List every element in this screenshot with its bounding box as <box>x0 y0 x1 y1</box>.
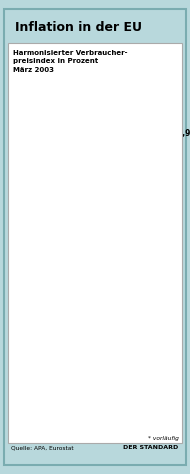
Text: Luxemburg: Luxemburg <box>22 184 62 190</box>
FancyBboxPatch shape <box>64 145 153 158</box>
FancyBboxPatch shape <box>64 198 148 211</box>
Text: Portugal: Portugal <box>33 166 62 172</box>
Text: Irland: Irland <box>42 131 62 137</box>
FancyBboxPatch shape <box>64 392 101 405</box>
Text: Großbritann.: Großbritann. <box>17 395 62 401</box>
Text: Inflation in der EU: Inflation in der EU <box>15 21 142 34</box>
FancyBboxPatch shape <box>64 321 117 334</box>
Text: 2,3*: 2,3* <box>118 323 136 332</box>
Text: 1,9: 1,9 <box>109 341 121 350</box>
Text: Österreich: Österreich <box>20 360 62 366</box>
Text: 2,4*: 2,4* <box>121 306 138 315</box>
Text: Dänemark: Dänemark <box>25 272 62 278</box>
Text: Schweden: Schweden <box>26 254 62 260</box>
Text: 2,8: 2,8 <box>130 271 142 279</box>
Text: 3,8: 3,8 <box>152 164 164 173</box>
Text: Griechenland: Griechenland <box>15 148 62 155</box>
FancyBboxPatch shape <box>64 357 105 369</box>
FancyBboxPatch shape <box>64 251 130 264</box>
Text: Finnland: Finnland <box>32 343 62 348</box>
FancyBboxPatch shape <box>64 233 130 246</box>
Text: 1,7: 1,7 <box>105 376 117 385</box>
FancyBboxPatch shape <box>64 374 103 387</box>
Text: 2,9*: 2,9* <box>132 235 149 244</box>
Text: Niederlande: Niederlande <box>19 219 62 225</box>
Text: 3,1*: 3,1* <box>137 218 154 227</box>
FancyBboxPatch shape <box>64 410 92 422</box>
FancyBboxPatch shape <box>64 163 151 175</box>
Text: Spanien: Spanien <box>33 201 62 207</box>
Text: DER STANDARD: DER STANDARD <box>123 446 179 450</box>
Text: 1,2: 1,2 <box>93 411 105 420</box>
Text: Harmonisierter Verbraucher-
preisindex in Prozent
März 2003: Harmonisierter Verbraucher- preisindex i… <box>13 50 128 73</box>
FancyBboxPatch shape <box>64 304 119 317</box>
Text: 2,9: 2,9 <box>132 253 144 262</box>
Text: Belgien: Belgien <box>36 378 62 384</box>
Text: * vorläufig: * vorläufig <box>148 436 179 441</box>
Text: Frankreich: Frankreich <box>25 290 62 296</box>
Text: 4,9: 4,9 <box>177 129 190 138</box>
FancyBboxPatch shape <box>64 339 108 352</box>
Text: 1,8*: 1,8* <box>107 359 124 368</box>
Text: 3,7: 3,7 <box>150 182 162 191</box>
FancyBboxPatch shape <box>64 286 123 299</box>
Text: Eurozone: Eurozone <box>25 307 62 313</box>
Text: 2,6*: 2,6* <box>125 288 142 297</box>
Text: 3,7: 3,7 <box>150 200 162 209</box>
Text: 1,6: 1,6 <box>102 394 115 403</box>
Text: EU-15: EU-15 <box>39 325 62 331</box>
FancyBboxPatch shape <box>64 216 135 228</box>
FancyBboxPatch shape <box>64 269 128 281</box>
FancyBboxPatch shape <box>64 128 176 140</box>
FancyBboxPatch shape <box>64 181 148 193</box>
Text: Italien: Italien <box>40 237 62 243</box>
Text: Deutschland: Deutschland <box>18 413 62 419</box>
Text: Quelle: APA, Eurostat: Quelle: APA, Eurostat <box>11 446 74 450</box>
Text: 3,9: 3,9 <box>155 147 167 156</box>
